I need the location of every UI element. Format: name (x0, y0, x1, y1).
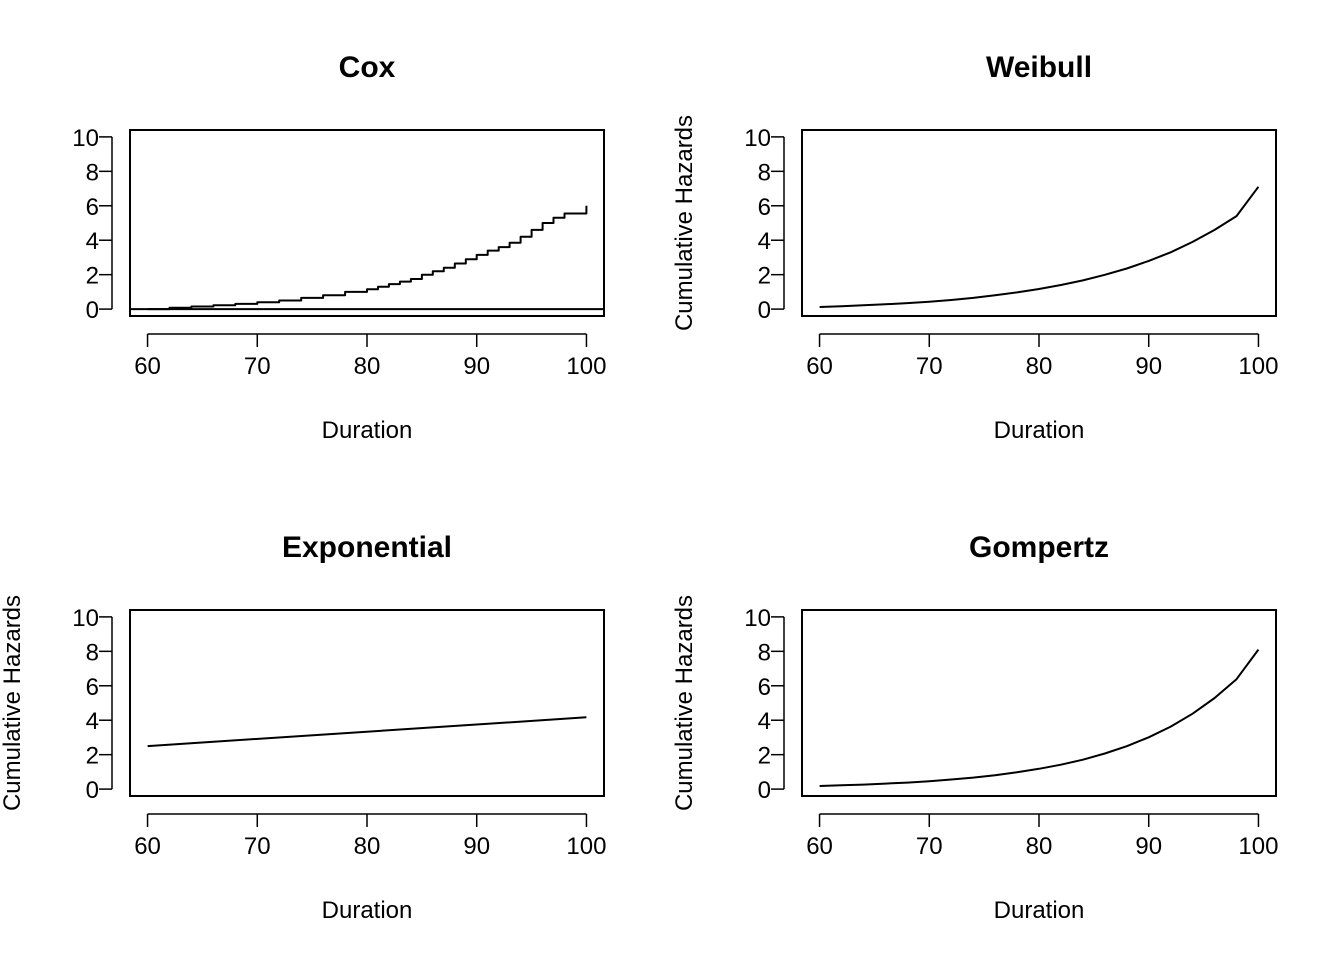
gompertz-y-tick-label: 8 (758, 639, 771, 666)
exponential-x-axis-label: Duration (322, 897, 413, 924)
exponential-panel: Exponential 60 70 80 90 100 Duration 0 2 4 6 8 10 Cum… (0, 531, 606, 924)
cox-x-tick-label: 70 (244, 353, 271, 380)
gompertz-x-tick-label: 100 (1238, 833, 1278, 860)
gompertz-x-axis-label: Duration (994, 897, 1085, 924)
weibull-y-axis-label: Cumulative Hazards (671, 115, 698, 331)
exponential-y-tick-label: 4 (86, 708, 99, 735)
weibull-x-tick-label: 80 (1026, 353, 1053, 380)
gompertz-y-tick-label: 4 (758, 708, 771, 735)
exponential-plot-box (129, 609, 605, 797)
exponential-x-tick-label: 90 (463, 833, 490, 860)
cox-title: Cox (339, 51, 396, 84)
weibull-y-tick-label: 10 (744, 125, 771, 152)
cox-series-line-1 (147, 205, 588, 311)
weibull-y-tick-label: 0 (758, 297, 771, 324)
weibull-title: Weibull (986, 51, 1092, 84)
gompertz-y-tick-label: 2 (758, 743, 771, 770)
exponential-y-tick-label: 2 (86, 743, 99, 770)
gompertz-y-tick-label: 6 (758, 674, 771, 701)
gompertz-series-line-1 (819, 649, 1260, 787)
gompertz-y-axis-label: Cumulative Hazards (671, 595, 698, 811)
cox-y-tick-label: 4 (86, 228, 99, 255)
cox-panel: Cox 60 70 80 90 100 Duration 0 2 4 6 8 10 (72, 51, 606, 444)
exponential-x-tick-label: 100 (566, 833, 606, 860)
weibull-x-tick-label: 100 (1238, 353, 1278, 380)
cox-x-axis-label: Duration (322, 417, 413, 444)
exponential-x-tick-label: 60 (134, 833, 161, 860)
exponential-y-tick-label: 10 (72, 605, 99, 632)
cox-plot-box (129, 129, 605, 317)
weibull-series-line-1 (819, 186, 1260, 308)
gompertz-x-tick-label: 90 (1135, 833, 1162, 860)
exponential-x-tick-label: 80 (354, 833, 381, 860)
gompertz-y-tick-label: 0 (758, 777, 771, 804)
weibull-panel: Weibull 60 70 80 90 100 Duration 0 2 4 6 8 10 Cumulat… (671, 51, 1278, 444)
weibull-x-tick-label: 70 (916, 353, 943, 380)
weibull-y-tick-label: 8 (758, 159, 771, 186)
cox-x-tick-label: 100 (566, 353, 606, 380)
gompertz-panel: Gompertz 60 70 80 90 100 Duration 0 2 4 6 8 10 Cumula… (671, 531, 1278, 924)
weibull-y-tick-label: 6 (758, 194, 771, 221)
exponential-series-line-1 (147, 716, 587, 748)
exponential-y-axis-label: Cumulative Hazards (0, 595, 26, 811)
weibull-x-tick-label: 90 (1135, 353, 1162, 380)
gompertz-plot-box (801, 609, 1277, 797)
weibull-plot-box (801, 129, 1277, 317)
gompertz-x-tick-label: 60 (806, 833, 833, 860)
exponential-y-tick-label: 6 (86, 674, 99, 701)
exponential-y-tick-label: 0 (86, 777, 99, 804)
cox-x-tick-label: 90 (463, 353, 490, 380)
cox-y-tick-label: 10 (72, 125, 99, 152)
cox-y-tick-label: 8 (86, 159, 99, 186)
weibull-y-tick-label: 4 (758, 228, 771, 255)
weibull-x-tick-label: 60 (806, 353, 833, 380)
cox-x-tick-label: 80 (354, 353, 381, 380)
weibull-y-tick-label: 2 (758, 263, 771, 290)
gompertz-y-tick-label: 10 (744, 605, 771, 632)
cox-y-tick-label: 0 (86, 297, 99, 324)
gompertz-x-tick-label: 80 (1026, 833, 1053, 860)
gompertz-x-tick-label: 70 (916, 833, 943, 860)
exponential-y-tick-label: 8 (86, 639, 99, 666)
gompertz-title: Gompertz (969, 531, 1109, 564)
cox-y-tick-label: 6 (86, 194, 99, 221)
weibull-x-axis-label: Duration (994, 417, 1085, 444)
exponential-title: Exponential (282, 531, 452, 564)
cox-x-tick-label: 60 (134, 353, 161, 380)
cox-y-tick-label: 2 (86, 263, 99, 290)
exponential-x-tick-label: 70 (244, 833, 271, 860)
